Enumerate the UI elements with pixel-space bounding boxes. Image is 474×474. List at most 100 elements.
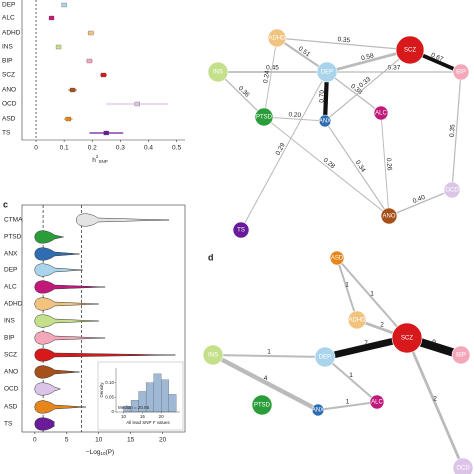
edge [336, 257, 408, 339]
node-label: SCZ [401, 336, 413, 342]
node-label: ASD [331, 256, 344, 262]
node-label: BIP [456, 70, 466, 76]
node-label: INS [208, 353, 218, 359]
violin [34, 263, 83, 277]
edge-label: 0.45 [266, 65, 279, 72]
plot-frame [21, 204, 186, 433]
point [88, 30, 94, 36]
edge [324, 49, 411, 122]
x-label-sub: SNP [98, 159, 107, 164]
edge [263, 116, 326, 122]
node-label: INS [213, 70, 223, 76]
y-tick-label: OCD [2, 101, 17, 108]
node [207, 61, 229, 83]
x-label-end: (P) [106, 449, 115, 456]
node-label: BIP [456, 353, 466, 359]
edge-label: 0.40 [412, 194, 427, 205]
x-tick-label: 0 [33, 437, 37, 444]
edge-label: 1 [349, 372, 353, 379]
node-label: OCD [445, 188, 459, 194]
violin [34, 348, 176, 362]
edge [317, 401, 378, 411]
y-tick-label: BIP [4, 335, 14, 342]
hist-bar [153, 373, 162, 413]
edge-label: 0.70 [318, 90, 326, 103]
node-label: DEP [319, 355, 331, 361]
node [395, 35, 425, 65]
node [267, 28, 287, 48]
edge-label: 1 [345, 282, 349, 289]
violin [76, 213, 170, 227]
x-label-main: −Log [86, 449, 101, 456]
node [443, 181, 461, 199]
node [369, 394, 385, 410]
node-label: ADHD [348, 318, 366, 324]
y-tick-label: DEP [2, 2, 15, 9]
panel-label: c [3, 199, 8, 209]
edge-label: 0.58 [361, 52, 375, 62]
y-tick-label: ADHD [4, 301, 23, 308]
node-label: OCD [456, 466, 470, 472]
x-label-sub: 10 [100, 451, 106, 456]
edge [451, 71, 462, 191]
y-tick-label: ANO [2, 87, 16, 94]
edge [217, 71, 265, 118]
edge [405, 337, 465, 469]
y-tick-label: ANO [4, 369, 18, 376]
violin [34, 297, 99, 311]
edge-label: 0.37 [388, 65, 401, 72]
node [251, 394, 273, 416]
node [202, 344, 224, 366]
y-tick-label: ALC [2, 15, 15, 22]
x-tick-label: 0.5 [172, 145, 181, 152]
y-tick-label: OCD [4, 386, 19, 393]
violin [34, 365, 80, 379]
edge-label: 0.35 [449, 124, 457, 138]
node [311, 403, 325, 417]
edge [324, 120, 390, 217]
node-label: ANO [382, 214, 395, 220]
node-label: SCZ [404, 48, 416, 54]
y-tick-label: ALC [4, 284, 17, 291]
node-label: ANX [319, 119, 331, 125]
edge-label: 7 [364, 340, 368, 347]
y-tick-label: TS [2, 130, 11, 137]
x-tick-label: 20 [159, 437, 167, 444]
node [314, 346, 336, 368]
edge [324, 356, 378, 403]
edge [263, 37, 278, 118]
x-tick-label: 15 [127, 437, 135, 444]
edge [211, 353, 320, 412]
inset-x-label: All lead SNP F values [126, 420, 170, 425]
x-tick-label: 0 [34, 145, 38, 152]
node [451, 345, 471, 365]
edge-label: 0.24 [262, 70, 271, 84]
node [329, 250, 345, 266]
node [452, 63, 470, 81]
violin [34, 247, 80, 261]
inset-y-tick-label: 0 [111, 409, 114, 414]
violin [34, 400, 86, 414]
inset-x-tick-label: 20 [159, 414, 165, 419]
edge-label: 1 [346, 399, 350, 406]
node [380, 207, 398, 225]
node [391, 322, 423, 354]
point [134, 101, 140, 107]
node [232, 221, 250, 239]
edge-label: 0.20 [288, 111, 301, 119]
x-tick-label: 0.2 [88, 145, 97, 152]
edge-label: 4 [264, 375, 268, 382]
y-tick-label: PTSD [4, 234, 22, 241]
violin [34, 280, 106, 294]
y-tick-label: ADHD [2, 30, 21, 37]
x-tick-label: 0.4 [144, 145, 153, 152]
node-label: TS [237, 228, 245, 234]
node-label: ADHD [268, 36, 286, 42]
violin [34, 331, 106, 345]
edge-label: 1 [267, 349, 271, 356]
node [316, 61, 338, 83]
violin [34, 314, 99, 328]
x-label-sup: 2 [96, 154, 99, 159]
edge-label: 9 [432, 339, 436, 346]
